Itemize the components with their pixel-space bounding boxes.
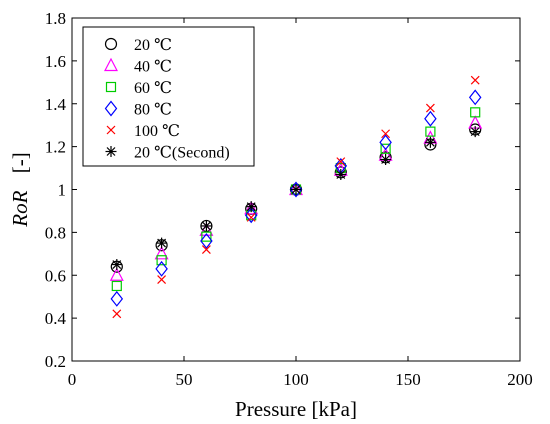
x-axis-label: Pressure [kPa] xyxy=(235,397,357,421)
data-point xyxy=(156,237,168,249)
data-point xyxy=(468,89,482,106)
data-point xyxy=(112,309,122,319)
legend-box xyxy=(82,26,255,167)
data-point xyxy=(380,143,391,154)
legend-label: 20 ℃ xyxy=(134,37,172,54)
data-point xyxy=(201,245,211,254)
legend-label: 40 ℃ xyxy=(134,59,172,76)
x-tick-label: 150 xyxy=(395,370,421,389)
data-point xyxy=(380,153,392,165)
legend-label: 20 ℃(Second) xyxy=(134,145,230,162)
legend-label: 80 ℃ xyxy=(134,102,172,119)
y-tick-label: 0.2 xyxy=(45,352,66,371)
legend: 20 ℃ 40 ℃ 60 ℃ 80 ℃ 100 ℃ 20 ℃(Second) xyxy=(82,26,255,167)
data-marks xyxy=(109,75,483,319)
data-point xyxy=(245,201,257,213)
x-tick-label: 200 xyxy=(507,370,533,389)
y-tick-label: 1.6 xyxy=(45,52,66,71)
legend-marker xyxy=(104,37,118,51)
y-tick-label: 1.2 xyxy=(45,138,66,157)
data-point xyxy=(244,207,258,224)
legend-marker xyxy=(105,81,117,93)
data-point xyxy=(154,246,169,260)
legend-marker xyxy=(104,57,118,72)
data-point xyxy=(425,126,436,137)
legend-entry: 20 ℃(Second) xyxy=(105,145,230,162)
data-point xyxy=(470,107,481,118)
legend-entry: 20 ℃ xyxy=(104,37,172,54)
data-point xyxy=(336,157,346,167)
data-point xyxy=(244,200,259,215)
y-axis-label-unit: [-] xyxy=(8,152,32,173)
data-point xyxy=(289,181,303,198)
data-point xyxy=(470,75,480,85)
series-4 xyxy=(110,89,482,307)
y-tick-label: 0.8 xyxy=(45,223,66,242)
data-point xyxy=(379,134,392,151)
legend-label: 100 ℃ xyxy=(134,123,180,140)
data-point xyxy=(200,232,213,249)
data-point xyxy=(155,260,168,277)
y-tick-label: 1.4 xyxy=(45,95,67,114)
data-point xyxy=(110,290,124,307)
y-tick-label: 1.8 xyxy=(45,9,66,28)
x-tick-label: 50 xyxy=(176,370,193,389)
ticks-layer: 0 50 100 150 200 0.2 0.4 0.6 0.8 1 1.2 1.4 1.6 1.8 xyxy=(45,9,533,389)
legend-entry: 80 ℃ xyxy=(104,100,172,119)
data-point xyxy=(424,110,437,127)
data-point xyxy=(246,212,256,222)
data-point xyxy=(424,136,436,148)
data-point xyxy=(200,220,212,232)
y-axis-label: RoR [-] xyxy=(8,152,32,227)
data-point xyxy=(109,267,124,281)
y-axis-label-italic: RoR xyxy=(8,190,32,227)
plot-frame xyxy=(71,17,521,362)
legend-label: 60 ℃ xyxy=(134,80,172,97)
series-6 xyxy=(111,126,481,271)
legend-entry: 100 ℃ xyxy=(106,123,180,140)
data-point xyxy=(111,259,123,271)
data-point xyxy=(111,280,122,292)
data-point xyxy=(425,103,435,113)
x-tick-label: 100 xyxy=(283,370,309,389)
data-point xyxy=(335,168,347,180)
y-tick-label: 0.6 xyxy=(45,266,66,285)
data-point xyxy=(156,255,167,266)
legend-marker xyxy=(105,146,117,157)
legend-marker xyxy=(106,125,116,135)
legend-entry: 40 ℃ xyxy=(104,57,172,76)
legend-entry: 60 ℃ xyxy=(105,80,172,97)
data-point xyxy=(157,275,167,284)
data-point xyxy=(201,231,212,242)
x-tick-label: 0 xyxy=(68,370,77,389)
y-tick-label: 1 xyxy=(58,181,67,200)
data-point xyxy=(469,126,481,138)
data-point xyxy=(381,129,391,139)
legend-marker xyxy=(104,100,118,117)
y-tick-label: 0.4 xyxy=(45,309,67,328)
data-point xyxy=(290,184,302,195)
